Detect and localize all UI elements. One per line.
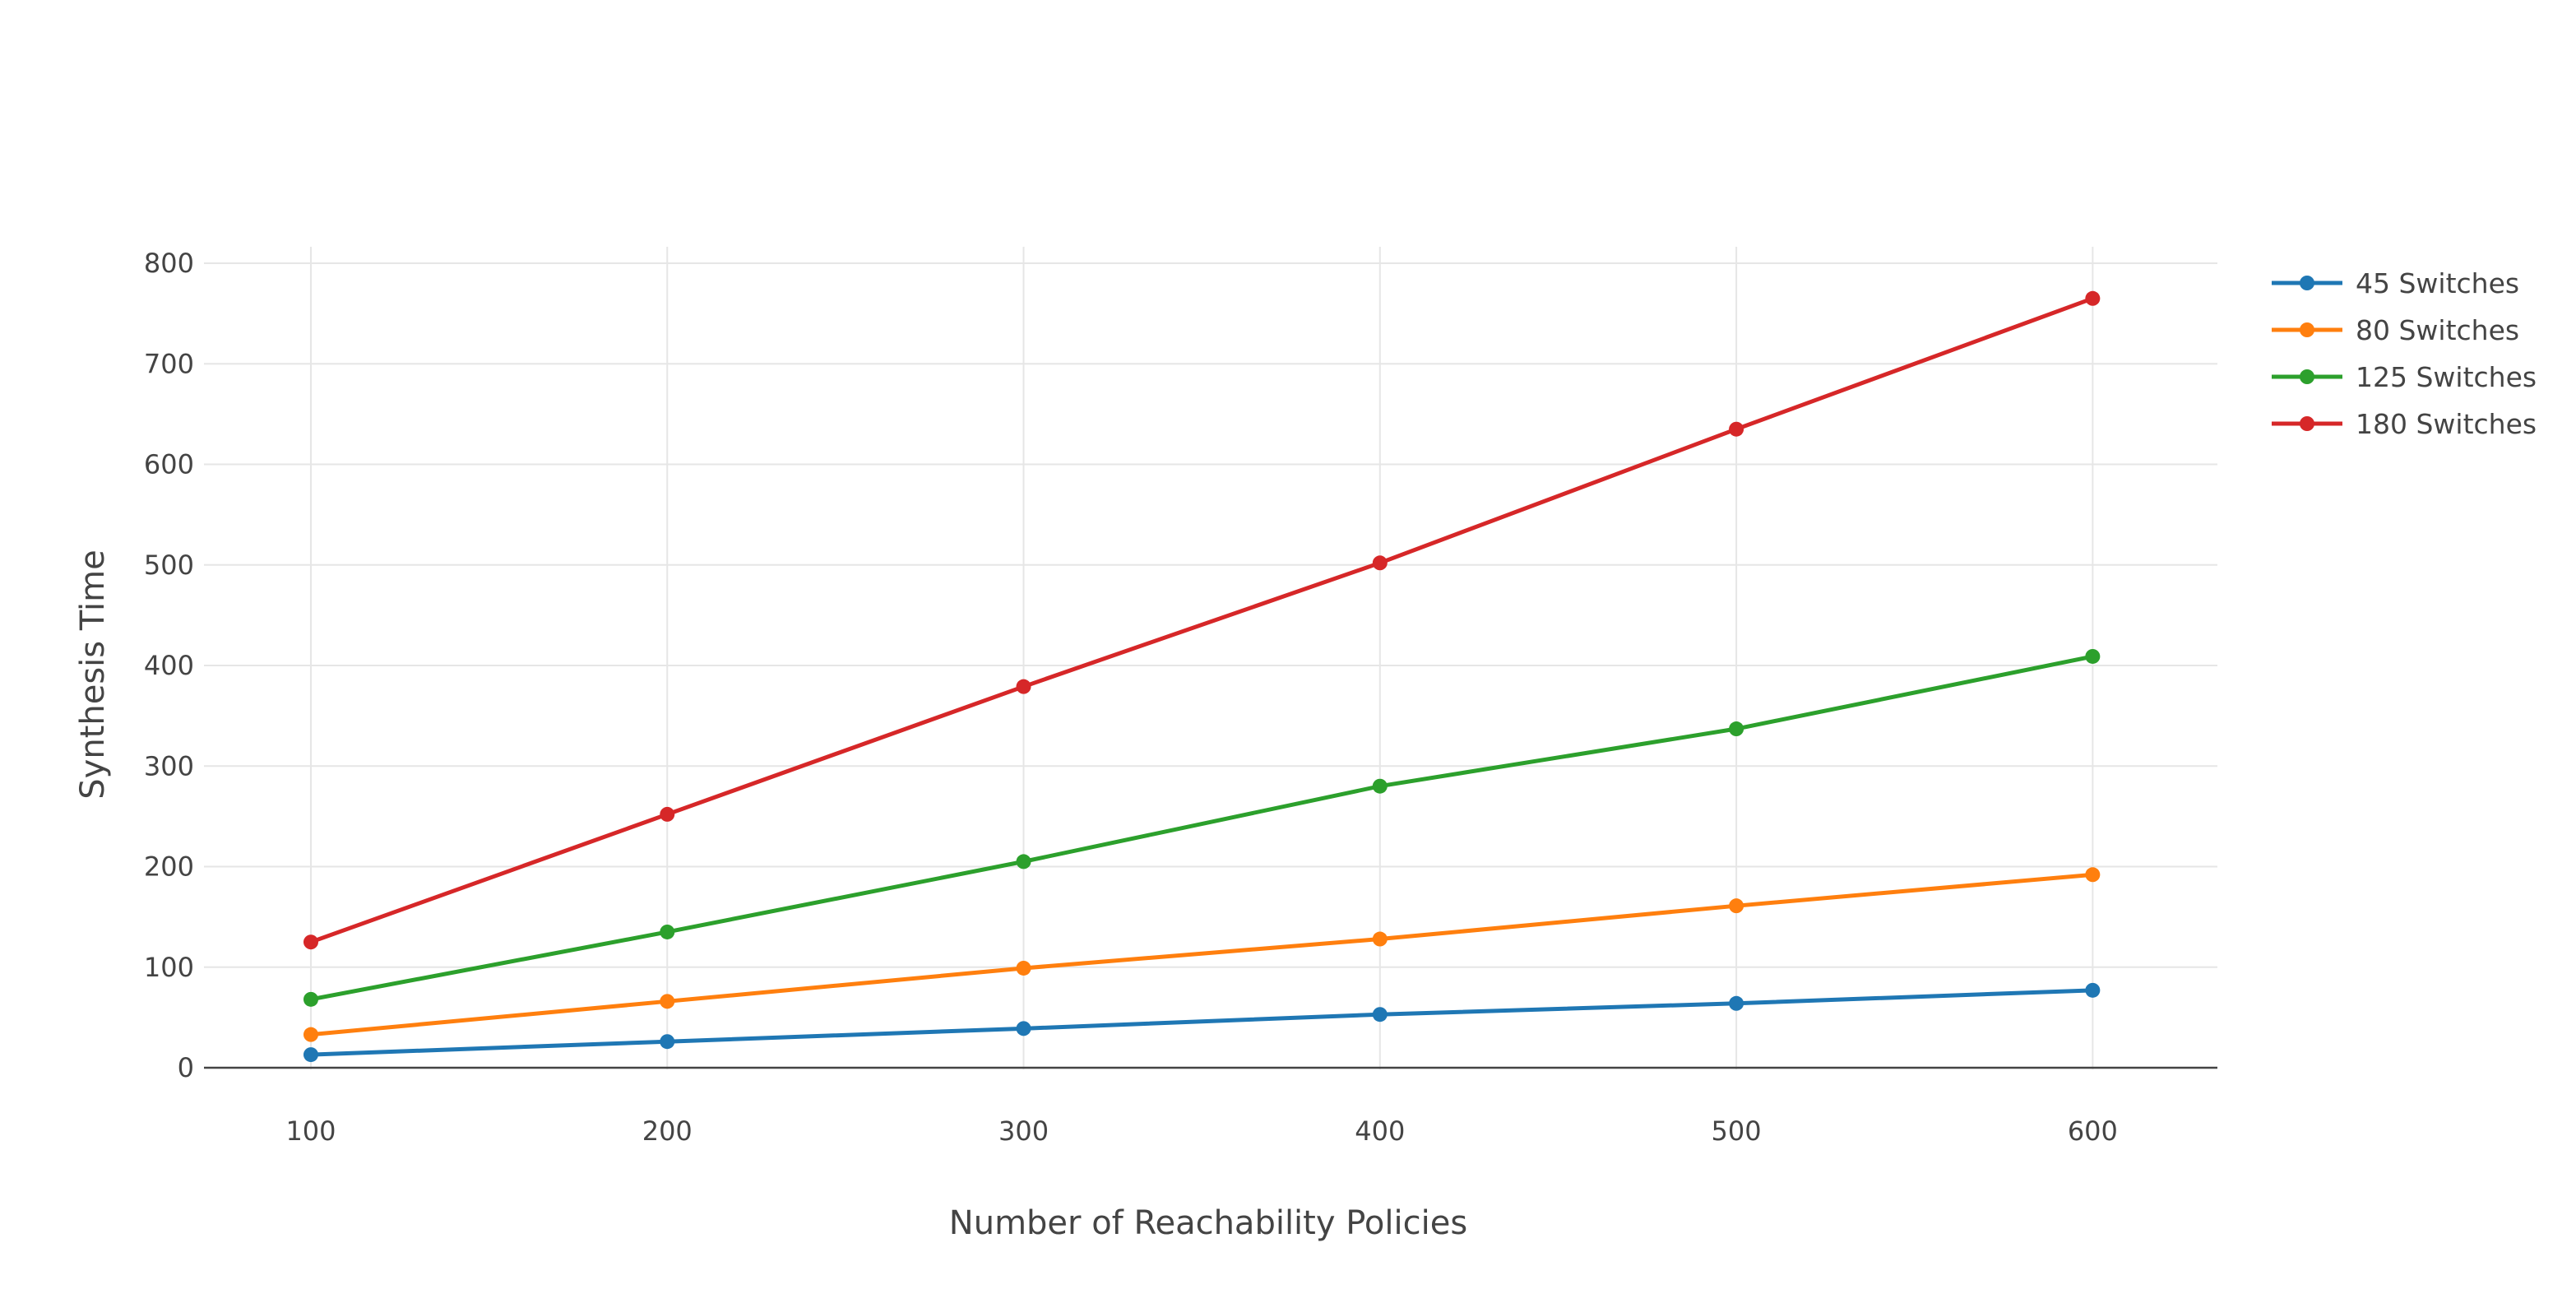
legend-marker: [2300, 276, 2314, 290]
x-tick-label: 400: [1355, 1115, 1405, 1147]
data-point: [2085, 982, 2101, 998]
data-point: [2085, 648, 2101, 664]
legend-item[interactable]: 180 Switches: [2272, 408, 2537, 440]
y-axis-title: Synthesis Time: [74, 549, 112, 799]
data-point: [1016, 1021, 1031, 1036]
legend-label: 45 Switches: [2356, 267, 2519, 299]
y-tick-label: 400: [144, 650, 194, 681]
legend-marker: [2300, 369, 2314, 384]
legend-label: 180 Switches: [2356, 408, 2537, 440]
data-point: [1016, 854, 1031, 869]
data-point: [303, 1047, 318, 1063]
data-point: [303, 1027, 318, 1042]
series-line: [308, 872, 2095, 1037]
x-axis-title: Number of Reachability Policies: [949, 1204, 1467, 1242]
grid: [204, 247, 2217, 1069]
y-tick-label: 800: [144, 248, 194, 279]
series-line: [308, 296, 2095, 944]
data-point: [1729, 898, 1744, 914]
legend-marker: [2300, 416, 2314, 431]
data-point: [1016, 960, 1031, 976]
data-point: [1729, 721, 1744, 737]
data-point: [660, 994, 675, 1009]
data-point: [660, 1034, 675, 1050]
legend-label: 125 Switches: [2356, 361, 2537, 393]
data-point: [1729, 995, 1744, 1011]
x-tick-label: 500: [1712, 1115, 1762, 1147]
y-tick-label: 700: [144, 348, 194, 379]
legend-item[interactable]: 125 Switches: [2272, 361, 2537, 393]
data-point: [1016, 679, 1031, 694]
legend-item[interactable]: 45 Switches: [2272, 267, 2519, 299]
legend-marker: [2300, 322, 2314, 337]
x-tick-label: 200: [642, 1115, 693, 1147]
y-tick-label: 300: [144, 750, 194, 781]
data-point: [2085, 867, 2101, 883]
x-tick-label: 100: [285, 1115, 336, 1147]
legend-item[interactable]: 80 Switches: [2272, 314, 2519, 346]
y-tick-label: 100: [144, 952, 194, 983]
legend-label: 80 Switches: [2356, 314, 2519, 346]
series-group: [303, 290, 2101, 1063]
data-point: [303, 934, 318, 950]
data-point: [1372, 778, 1388, 794]
series-line: [308, 654, 2095, 1002]
data-point: [303, 991, 318, 1007]
x-tick-label: 600: [2068, 1115, 2118, 1147]
y-tick-label: 200: [144, 851, 194, 883]
data-point: [1729, 421, 1744, 437]
y-tick-label: 500: [144, 549, 194, 581]
legend: 45 Switches 80 Switches 125 Switches 180 Sw…: [2272, 267, 2537, 440]
data-point: [660, 924, 675, 939]
data-point: [1372, 931, 1388, 947]
series-line: [308, 988, 2095, 1057]
y-tick-label: 600: [144, 449, 194, 480]
data-point: [2085, 290, 2101, 306]
axes: 100 200 300 400 500 600 0 100 200 300 400 500 600 700…: [144, 248, 2217, 1147]
data-point: [1372, 1007, 1388, 1022]
data-point: [1372, 555, 1388, 571]
y-tick-label: 0: [178, 1052, 194, 1083]
data-point: [660, 806, 675, 822]
x-tick-label: 300: [998, 1115, 1049, 1147]
